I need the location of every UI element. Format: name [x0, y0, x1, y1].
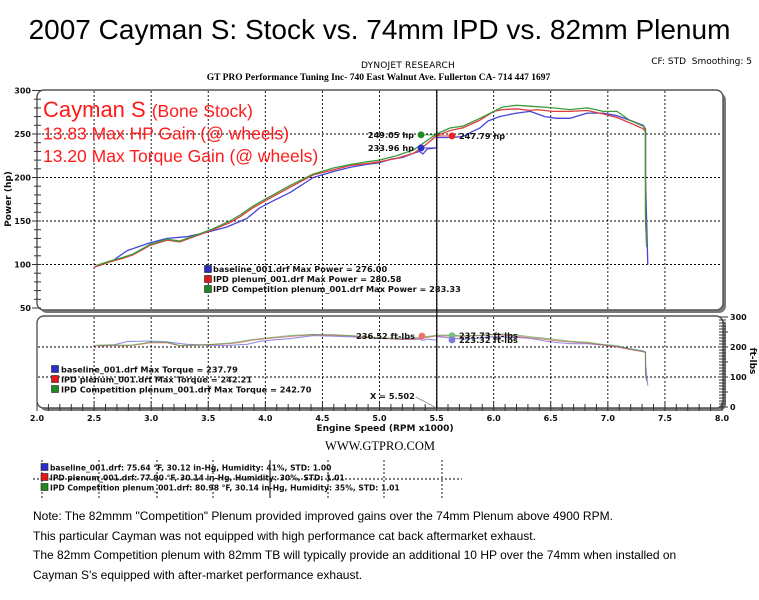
correction-settings: CF: STD Smoothing: 5	[651, 57, 752, 67]
page-title: 2007 Cayman S: Stock vs. 74mm IPD vs. 82…	[28, 14, 731, 45]
power-y-tick-label: 50	[20, 304, 32, 313]
marker-dot-icon	[417, 144, 425, 152]
marker-value-label: 237.73 ft-lbs	[459, 331, 518, 341]
legend-item-baseline: baseline_001.drf Max Torque = 237.79	[61, 365, 238, 375]
cursor-leader-line	[415, 396, 436, 408]
legend-swatch-baseline-icon	[51, 365, 59, 373]
rpm-tick-label: 4.0	[258, 414, 273, 423]
marker-value-label: 223.32 ft-lbs	[459, 335, 518, 345]
legend-swatch-competition-icon	[51, 385, 59, 393]
rpm-tick-label: 2.0	[30, 414, 45, 423]
marker-dot-icon	[418, 332, 426, 340]
condition-ipd: IPD plenum_001.drf: 77.90 °F, 30.14 in-H…	[50, 474, 345, 483]
marker-dot-icon	[448, 336, 456, 344]
notes: Note: The 82mmm "Competition" Plenum pro…	[33, 507, 753, 585]
power-curve-baseline	[99, 110, 649, 267]
marker-dot-icon	[448, 132, 456, 140]
rpm-tick-label: 6.0	[487, 414, 502, 423]
condition-competition: IPD Competition plenum_001.drf: 80.98 °F…	[50, 484, 400, 493]
website-label: WWW.GTPRO.COM	[325, 439, 435, 453]
annotation-line-1: Cayman S (Bone Stock)	[43, 97, 253, 122]
legend-item-ipd: IPD plenum_001.drf Max Power = 280.58	[213, 274, 402, 284]
rpm-tick-label: 5.0	[372, 414, 387, 423]
dynojet-label: DYNOJET RESEARCH	[360, 61, 455, 71]
power-y-tick-label: 100	[14, 261, 31, 270]
marker-value-label: 249.05 hp	[368, 130, 414, 140]
rpm-tick-label: 4.5	[315, 414, 330, 423]
marker-value-label: 233.96 hp	[368, 143, 414, 153]
marker-value-label: 236.52 ft-lbs	[356, 331, 415, 341]
conditions-legend: baseline_001.drf: 75.64 °F, 30.12 in-Hg,…	[40, 463, 400, 493]
car-annotation: Cayman S (Bone Stock) 13.83 Max HP Gain (…	[43, 97, 318, 166]
condition-swatch-competition-icon	[40, 483, 49, 491]
torque-y-tick-label: 200	[730, 343, 747, 352]
rpm-tick-label: 5.5	[429, 414, 444, 423]
rpm-tick-label: 6.5	[544, 414, 559, 423]
power-legend: baseline_001.drf Max Power = 276.00 IPD …	[204, 264, 461, 294]
power-axis-label: Power (hp)	[4, 171, 14, 227]
torque-curve-baseline	[99, 335, 649, 386]
rpm-tick-label: 3.0	[144, 414, 159, 423]
condition-swatch-ipd-icon	[40, 473, 49, 481]
hp-gain-note: 13.83 Max HP Gain (@ wheels)	[43, 124, 289, 144]
power-axis-ticks: 300 250 200 150 100 50	[14, 87, 41, 313]
power-y-tick-label: 300	[14, 87, 31, 96]
torque-y-tick-label: 100	[730, 373, 747, 382]
shop-info: GT PRO Performance Tuning Inc- 740 East …	[206, 73, 551, 83]
power-y-tick-label: 150	[14, 217, 31, 226]
torque-axis-label: ft-lbs	[747, 348, 757, 375]
condition-baseline: baseline_001.drf: 75.64 °F, 30.12 in-Hg,…	[50, 464, 331, 473]
torque-gain-note: 13.20 Max Torque Gain (@ wheels)	[43, 146, 318, 166]
power-curves	[93, 104, 649, 268]
marker-dot-icon	[417, 131, 425, 139]
torque-panel: 300 200 100 0 baseline_001.drf Max Torque =…	[36, 313, 757, 412]
torque-y-tick-label: 300	[730, 313, 747, 322]
legend-item-baseline: baseline_001.drf Max Power = 276.00	[213, 264, 387, 274]
power-y-tick-label: 200	[14, 174, 31, 183]
torque-curves	[94, 333, 649, 386]
torque-legend: baseline_001.drf Max Torque = 237.79 IPD…	[51, 365, 312, 395]
legend-swatch-ipd-icon	[51, 375, 59, 383]
rpm-axis-title: Engine Speed (RPM x1000)	[316, 424, 453, 434]
power-curve-ipd-competition	[96, 104, 648, 267]
car-config: (Bone Stock)	[152, 101, 253, 121]
torque-grid	[38, 317, 722, 407]
note-line: This particular Cayman was not equipped …	[33, 528, 536, 543]
torque-axis-ticks: 300 200 100 0	[36, 313, 747, 412]
legend-swatch-ipd-icon	[204, 275, 212, 283]
power-panel: 300 250 200 150 100 50 Cayman S (Bone Stock) 1…	[4, 87, 726, 313]
legend-swatch-baseline-icon	[204, 265, 212, 273]
power-markers: 249.05 hp 233.96 hp 247.79 hp	[368, 130, 505, 153]
rpm-tick-label: 2.5	[87, 414, 102, 423]
rpm-tick-label: 7.5	[658, 414, 673, 423]
rpm-tick-label: 3.5	[201, 414, 216, 423]
rpm-axis-labels: 2.0 2.5 3.0 3.5 4.0 4.5 5.0 5.5 6.0 6.5 7.0 7.5 8.0	[30, 414, 730, 423]
note-line: Cayman S's equipped with after-market pe…	[33, 567, 363, 582]
rpm-tick-label: 8.0	[715, 414, 730, 423]
power-y-tick-label: 250	[14, 130, 31, 139]
legend-item-competition: IPD Competition plenum_001.drf Max Power…	[213, 284, 461, 294]
torque-curve-ipd-competition	[96, 333, 648, 382]
note-line: The 82mm Competition plenum with 82mm TB…	[33, 548, 677, 562]
car-name: Cayman S	[43, 97, 146, 122]
legend-item-ipd: IPD plenum_001.drf Max Torque = 242.21	[61, 375, 252, 385]
condition-swatch-baseline-icon	[40, 463, 49, 471]
legend-item-competition: IPD Competition plenum_001.drf Max Torqu…	[61, 385, 312, 395]
rpm-tick-label: 7.0	[601, 414, 616, 423]
conditions-legend-artifacts	[33, 460, 462, 498]
legend-swatch-competition-icon	[204, 285, 212, 293]
cursor-readout: X = 5.502	[370, 391, 415, 401]
marker-value-label: 247.79 hp	[459, 131, 505, 141]
power-curve-ipd-plenum	[93, 108, 648, 268]
note-line: Note: The 82mmm "Competition" Plenum pro…	[33, 509, 613, 523]
torque-y-tick-label: 0	[730, 403, 736, 412]
